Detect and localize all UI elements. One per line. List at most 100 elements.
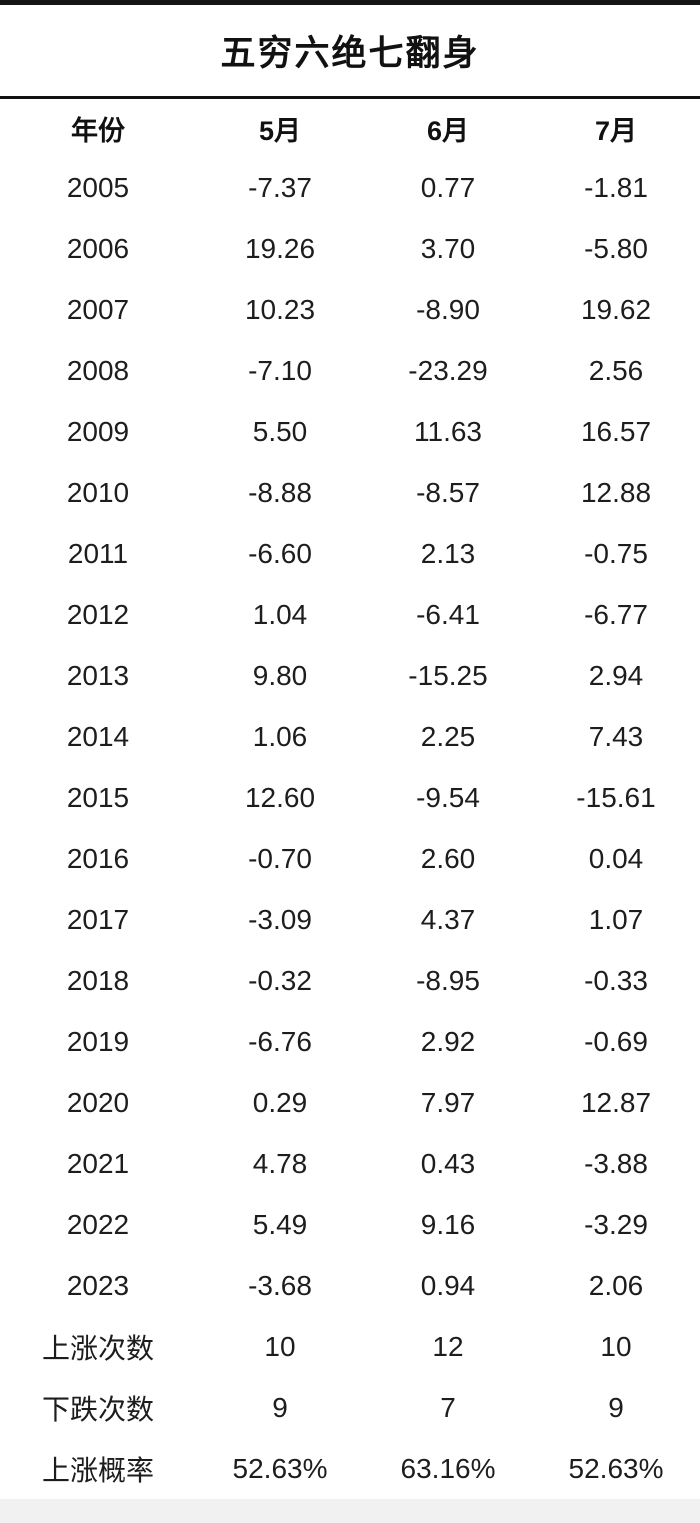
- row-label: 2005: [66, 171, 130, 203]
- table-row: 2021 4.78 0.43 -3.88: [0, 1133, 700, 1194]
- cell-value: -8.88: [248, 476, 312, 508]
- cell-value: 2.56: [588, 354, 644, 386]
- row-label: 2008: [66, 354, 130, 386]
- cell-value: -3.88: [584, 1147, 648, 1179]
- row-label: 2011: [67, 537, 129, 569]
- row-label: 2015: [66, 781, 130, 813]
- cell-value: 7.43: [588, 720, 644, 752]
- cell-value: 11.63: [414, 415, 482, 447]
- cell-value: 9: [272, 1391, 288, 1423]
- cell-value: 5.50: [252, 415, 308, 447]
- top-bar: [0, 0, 700, 5]
- cell-value: -8.95: [416, 964, 480, 996]
- row-label: 2009: [66, 415, 130, 447]
- cell-value: 12.60: [244, 781, 316, 813]
- cell-value: 63.16%: [400, 1452, 496, 1484]
- cell-value: -0.75: [584, 537, 648, 569]
- summary-row: 上涨次数 10 12 10: [0, 1316, 700, 1377]
- column-header: 6月: [426, 115, 470, 146]
- cell-value: -1.81: [584, 171, 648, 203]
- table-row: 2016 -0.70 2.60 0.04: [0, 828, 700, 889]
- table-row: 2009 5.50 11.63 16.57: [0, 401, 700, 462]
- column-header: 5月: [258, 115, 302, 146]
- cell-value: -7.37: [248, 171, 312, 203]
- row-label: 2016: [66, 842, 130, 874]
- cell-value: 1.07: [588, 903, 644, 935]
- row-label: 2006: [66, 232, 130, 264]
- cell-value: 2.25: [420, 720, 476, 752]
- column-header: 7月: [594, 115, 638, 146]
- row-label: 2022: [66, 1208, 130, 1240]
- row-label: 2013: [66, 659, 130, 691]
- cell-value: -6.76: [248, 1025, 312, 1057]
- cell-value: 4.37: [420, 903, 476, 935]
- cell-value: 52.63%: [568, 1452, 664, 1484]
- cell-value: -15.25: [408, 659, 488, 691]
- cell-value: 0.04: [588, 842, 644, 874]
- cell-value: 9: [608, 1391, 624, 1423]
- cell-value: 0.77: [420, 171, 476, 203]
- cell-value: 1.06: [252, 720, 308, 752]
- cell-value: -5.80: [584, 232, 648, 264]
- cell-value: 0.94: [420, 1269, 476, 1301]
- cell-value: 16.57: [580, 415, 652, 447]
- cell-value: 9.80: [252, 659, 308, 691]
- cell-value: 7.97: [420, 1086, 476, 1118]
- table-row: 2017 -3.09 4.37 1.07: [0, 889, 700, 950]
- cell-value: 19.62: [580, 293, 652, 325]
- cell-value: -7.10: [248, 354, 312, 386]
- cell-value: 0.43: [420, 1147, 476, 1179]
- row-label: 2014: [66, 720, 130, 752]
- cell-value: 10: [600, 1330, 632, 1362]
- table-row: 2018 -0.32 -8.95 -0.33: [0, 950, 700, 1011]
- column-header: 年份: [71, 115, 125, 146]
- bottom-strip: [0, 1499, 700, 1523]
- cell-value: -0.33: [584, 964, 648, 996]
- page-title: 五穷六绝七翻身: [220, 34, 480, 73]
- cell-value: -3.09: [248, 903, 312, 935]
- cell-value: 2.94: [588, 659, 644, 691]
- table-row: 2020 0.29 7.97 12.87: [0, 1072, 700, 1133]
- cell-value: 10: [264, 1330, 296, 1362]
- header-row: 年份 5月 6月 7月: [0, 99, 700, 157]
- row-label: 2021: [66, 1147, 130, 1179]
- row-label: 2023: [66, 1269, 130, 1301]
- title-divider: [0, 96, 700, 99]
- row-label: 2017: [66, 903, 130, 935]
- cell-value: 4.78: [252, 1147, 308, 1179]
- cell-value: 2.92: [420, 1025, 476, 1057]
- row-label: 下跌次数: [41, 1393, 154, 1425]
- cell-value: -9.54: [416, 781, 480, 813]
- row-label: 上涨概率: [41, 1454, 154, 1486]
- row-label: 2018: [66, 964, 130, 996]
- table-row: 2015 12.60 -9.54 -15.61: [0, 767, 700, 828]
- cell-value: -8.90: [416, 293, 480, 325]
- cell-value: 19.26: [244, 232, 316, 264]
- cell-value: 2.60: [420, 842, 476, 874]
- summary-row: 上涨概率 52.63% 63.16% 52.63%: [0, 1438, 700, 1499]
- cell-value: 5.49: [252, 1208, 308, 1240]
- row-label: 2007: [66, 293, 130, 325]
- cell-value: -3.29: [584, 1208, 648, 1240]
- cell-value: -6.60: [248, 537, 312, 569]
- cell-value: -0.70: [248, 842, 312, 874]
- title-area: 五穷六绝七翻身: [0, 5, 700, 96]
- row-label: 2020: [66, 1086, 130, 1118]
- cell-value: 12.88: [580, 476, 652, 508]
- cell-value: -6.41: [416, 598, 480, 630]
- summary-row: 下跌次数 9 7 9: [0, 1377, 700, 1438]
- table-row: 2010 -8.88 -8.57 12.88: [0, 462, 700, 523]
- table-row: 2006 19.26 3.70 -5.80: [0, 218, 700, 279]
- cell-value: -0.69: [584, 1025, 648, 1057]
- table-row: 2013 9.80 -15.25 2.94: [0, 645, 700, 706]
- table-row: 2019 -6.76 2.92 -0.69: [0, 1011, 700, 1072]
- cell-value: 12: [432, 1330, 464, 1362]
- table-row: 2005 -7.37 0.77 -1.81: [0, 157, 700, 218]
- table-row: 2011 -6.60 2.13 -0.75: [0, 523, 700, 584]
- row-label: 2019: [66, 1025, 130, 1057]
- cell-value: 10.23: [244, 293, 316, 325]
- cell-value: 0.29: [252, 1086, 308, 1118]
- cell-value: 3.70: [420, 232, 476, 264]
- cell-value: -23.29: [408, 354, 488, 386]
- table-row: 2007 10.23 -8.90 19.62: [0, 279, 700, 340]
